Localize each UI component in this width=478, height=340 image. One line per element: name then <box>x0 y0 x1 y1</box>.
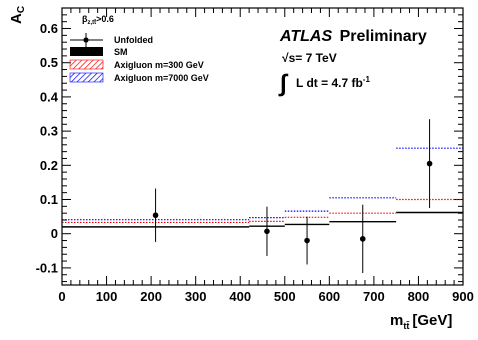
unfolded-point <box>359 236 366 242</box>
unfolded-point <box>426 160 433 167</box>
prediction-lines <box>62 147 463 228</box>
legend-label-sm: SM <box>114 47 128 57</box>
y-tick-label: 0.6 <box>40 21 58 36</box>
energy-label: √s= 7 TeV <box>282 51 337 65</box>
lumi-exponent: -1 <box>363 75 371 84</box>
lumi-label: L dt = 4.7 fb-1 <box>296 75 370 90</box>
x-axis-label: mtt̄ [GeV] <box>390 312 452 331</box>
legend-label-axigluon-300: Axigluon m=300 GeV <box>114 60 204 70</box>
data-points <box>152 119 433 274</box>
lumi-integral-sign: ∫ <box>278 70 289 97</box>
atlas-text: ATLAS <box>279 28 332 45</box>
y-tick-label: 0.3 <box>40 124 58 139</box>
legend-title: βz,tt̄>0.6 <box>82 14 114 26</box>
legend-title-beta: β <box>82 14 88 24</box>
legend-sm-swatch <box>70 47 103 56</box>
x-tick-label: 500 <box>274 289 296 304</box>
y-tick-label: 0.5 <box>40 55 58 70</box>
y-tick-label: 0.4 <box>40 89 59 104</box>
x-tick-label: 900 <box>452 289 474 304</box>
y-tick-label: 0 <box>51 226 58 241</box>
atlas-label: ATLAS Preliminary <box>279 28 427 45</box>
y-axis-label-main: A <box>8 13 25 24</box>
x-tick-label: 200 <box>140 289 162 304</box>
plot-frame <box>61 7 464 286</box>
x-tick-label: 400 <box>229 289 251 304</box>
unfolded-point <box>152 212 159 219</box>
x-tick-label: 300 <box>185 289 207 304</box>
legend: βz,tt̄>0.6 Unfolded SM Axigluon m=300 Ge… <box>69 14 209 83</box>
x-tick-label: 100 <box>96 289 118 304</box>
legend-unfolded-marker <box>83 37 89 43</box>
preliminary-text: Preliminary <box>340 28 427 45</box>
unfolded-point <box>304 237 310 244</box>
y-axis-label: AC <box>8 6 27 24</box>
x-axis-label-unit: [GeV] <box>412 312 452 329</box>
legend-title-condition: >0.6 <box>96 14 114 24</box>
x-tick-label: 0 <box>58 289 65 304</box>
legend-title-subscript: z,tt̄ <box>88 19 97 26</box>
x-tick-label: 700 <box>363 289 385 304</box>
y-axis-label-subscript: C <box>16 6 27 13</box>
y-tick-label: 0.1 <box>40 192 58 207</box>
legend-label-axigluon-7000: Axigluon m=7000 GeV <box>114 73 209 83</box>
axis-ticks: 0 100 200 300 400 500 600 700 800 900-0.100.10.20… <box>36 7 474 304</box>
lumi-text: L dt = 4.7 fb <box>296 76 363 90</box>
x-axis-label-main: m <box>390 312 403 329</box>
y-tick-label: -0.1 <box>36 260 58 275</box>
x-tick-label: 600 <box>318 289 340 304</box>
legend-axigluon-7000-swatch <box>69 72 104 83</box>
y-tick-label: 0.2 <box>40 158 58 173</box>
legend-axigluon-300-swatch <box>69 59 104 70</box>
unfolded-point <box>264 228 270 235</box>
legend-label-unfolded: Unfolded <box>114 35 153 45</box>
x-axis-label-subscript: tt̄ <box>403 321 409 331</box>
x-tick-label: 800 <box>408 289 430 304</box>
